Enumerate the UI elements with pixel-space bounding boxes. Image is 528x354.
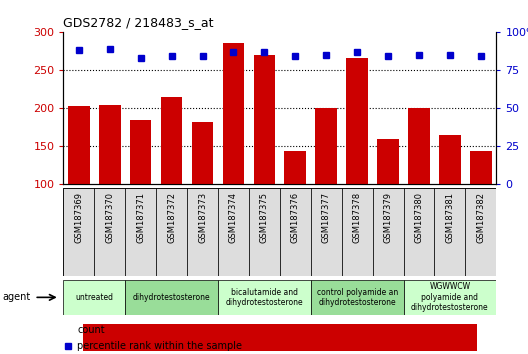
Bar [253,55,275,184]
Text: count: count [77,325,105,335]
Bar [311,188,342,276]
Bar [435,188,465,276]
Bar [403,280,496,315]
Bar [68,107,90,184]
Text: dihydrotestosterone: dihydrotestosterone [133,293,211,302]
Bar [125,280,218,315]
Text: agent: agent [3,292,31,302]
Bar [125,188,156,276]
Text: WGWWCW
polyamide and
dihydrotestosterone: WGWWCW polyamide and dihydrotestosterone [411,282,489,312]
Text: GSM187373: GSM187373 [198,192,207,243]
Text: GSM187377: GSM187377 [322,192,331,243]
Text: GSM187382: GSM187382 [476,192,485,243]
Bar [470,152,492,184]
Text: GSM187378: GSM187378 [353,192,362,243]
Text: GSM187370: GSM187370 [105,192,114,243]
Text: GSM187380: GSM187380 [414,192,423,243]
Bar [280,188,311,276]
Text: untreated: untreated [76,293,114,302]
Text: GSM187369: GSM187369 [74,192,83,243]
Bar [311,280,403,315]
Bar [373,188,403,276]
Text: GSM187379: GSM187379 [383,192,393,243]
Text: GSM187374: GSM187374 [229,192,238,243]
Text: bicalutamide and
dihydrotestosterone: bicalutamide and dihydrotestosterone [225,288,303,307]
Text: GSM187381: GSM187381 [446,192,455,243]
Bar [161,97,183,184]
Bar [377,139,399,184]
Bar [63,188,95,276]
Text: GSM187376: GSM187376 [291,192,300,243]
Bar [218,188,249,276]
Text: GSM187372: GSM187372 [167,192,176,243]
Text: control polyamide an
dihydrotestosterone: control polyamide an dihydrotestosterone [316,288,398,307]
Bar [315,108,337,184]
Text: GSM187371: GSM187371 [136,192,145,243]
Bar [187,188,218,276]
Bar [342,188,373,276]
Bar [223,43,244,184]
Bar [99,105,120,184]
Bar [439,135,461,184]
Text: GSM187375: GSM187375 [260,192,269,243]
Bar [285,150,306,184]
Text: percentile rank within the sample: percentile rank within the sample [77,341,242,350]
Bar [249,188,280,276]
Bar [63,280,125,315]
Bar [465,188,496,276]
Bar [408,108,430,184]
Bar [156,188,187,276]
Text: GDS2782 / 218483_s_at: GDS2782 / 218483_s_at [63,16,214,29]
Bar [403,188,435,276]
Bar [130,120,152,184]
Bar [192,122,213,184]
Bar [218,280,311,315]
Bar [95,188,125,276]
Bar [346,58,368,184]
